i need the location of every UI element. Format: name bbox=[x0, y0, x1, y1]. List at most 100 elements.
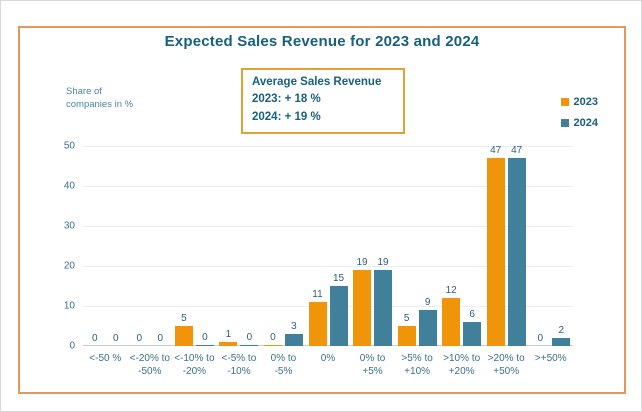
legend-swatch-2024-icon bbox=[560, 119, 569, 127]
bar-2024 bbox=[463, 322, 482, 346]
x-axis-label: >10% to +20% bbox=[443, 353, 481, 377]
legend-swatch-2023-icon bbox=[560, 98, 569, 106]
chart-title: Expected Sales Revenue for 2023 and 2024 bbox=[164, 33, 480, 50]
gridline bbox=[83, 266, 573, 267]
bar-wrap: 3 bbox=[284, 321, 303, 346]
bar-wrap: 47 bbox=[486, 145, 505, 346]
bar-wrap: 5 bbox=[397, 313, 416, 346]
bar-value-label: 12 bbox=[445, 285, 457, 296]
bar-wrap: 0 bbox=[195, 331, 214, 346]
legend-item-2024: 2024 bbox=[560, 117, 598, 129]
annotation-2023-value: 2023: + 18 % bbox=[252, 93, 321, 106]
bar-value-label: 2 bbox=[558, 325, 565, 336]
x-axis-label: >5% to +10% bbox=[401, 353, 433, 377]
bar-2023 bbox=[442, 298, 461, 346]
bar-wrap: 5 bbox=[174, 313, 193, 346]
bar-value-label: 19 bbox=[356, 257, 368, 268]
bar-value-label: 1 bbox=[225, 329, 232, 340]
bar-value-label: 47 bbox=[511, 145, 523, 156]
gridline bbox=[83, 146, 573, 147]
x-axis-label: 0% bbox=[320, 353, 336, 364]
bar-value-label: 6 bbox=[469, 309, 475, 320]
gridline bbox=[83, 306, 573, 307]
x-axis-label: <-50 % bbox=[89, 353, 122, 364]
y-tick-label: 10 bbox=[63, 300, 75, 312]
x-axis-label: <-5% to -10% bbox=[221, 353, 257, 377]
gridline bbox=[83, 186, 573, 187]
bar-2024 bbox=[374, 270, 393, 346]
x-axis-label: <-10% to -20% bbox=[174, 353, 215, 377]
legend: 2023 2024 bbox=[560, 96, 598, 129]
y-axis-caption: Share of companies in % bbox=[66, 86, 134, 111]
bar-value-label: 11 bbox=[312, 289, 323, 300]
bar-value-label: 5 bbox=[403, 313, 410, 324]
bar-value-label: 9 bbox=[424, 297, 431, 308]
bar-group: 12 6 bbox=[439, 146, 484, 346]
annotation-2024-value: 2024: + 19 % bbox=[252, 110, 321, 123]
bar-group: 11 15 bbox=[306, 146, 351, 346]
bar-2024 bbox=[240, 344, 259, 346]
bar-2023 bbox=[397, 326, 416, 346]
bar-2024 bbox=[507, 158, 526, 346]
x-axis-label: >20% to +50% bbox=[487, 353, 525, 377]
plot-area: 0 0 0 0 5 0 1 0 0 3 11 15 19 19 5 9 12 6 47 47 0 2 0 10 20 30 40 5… bbox=[64, 141, 573, 352]
annotation-title: Average Sales Revenue bbox=[252, 76, 382, 88]
bar-wrap: 19 bbox=[353, 257, 372, 346]
bar-wrap: 0 bbox=[263, 331, 282, 346]
bar-2024 bbox=[329, 286, 348, 346]
x-axis-label: 0% to -5% bbox=[270, 353, 297, 377]
bar-value-label: 3 bbox=[291, 321, 297, 332]
bar-group: 19 19 bbox=[350, 146, 395, 346]
bar-wrap: 9 bbox=[418, 297, 437, 346]
bar-value-label: 0 bbox=[537, 333, 544, 344]
y-tick-label: 30 bbox=[63, 220, 75, 232]
average-revenue-annotation-box: Average Sales Revenue 2023: + 18 % 2024:… bbox=[241, 68, 405, 134]
bar-value-label: 0 bbox=[202, 331, 208, 343]
bar-2024 bbox=[552, 338, 571, 346]
bar-wrap: 0 bbox=[86, 333, 104, 346]
bar-value-label: 0 bbox=[270, 331, 276, 343]
legend-label-2023: 2023 bbox=[573, 96, 598, 108]
legend-label-2024: 2024 bbox=[573, 117, 598, 129]
bar-groups: 0 0 0 0 5 0 1 0 0 3 11 15 19 19 5 9 12 6 47 47 0 2 bbox=[83, 145, 573, 346]
bar-2024 bbox=[418, 310, 437, 346]
bar-wrap: 6 bbox=[463, 309, 482, 346]
bar-value-label: 0 bbox=[157, 333, 164, 344]
bar-wrap: 0 bbox=[531, 333, 549, 346]
legend-item-2023: 2023 bbox=[560, 96, 598, 108]
bar-value-label: 0 bbox=[136, 333, 143, 344]
bar-2023 bbox=[219, 342, 238, 346]
y-tick-label: 0 bbox=[69, 340, 75, 352]
gridline bbox=[83, 226, 573, 227]
chart-panel: Expected Sales Revenue for 2023 and 2024… bbox=[18, 26, 626, 394]
bar-wrap: 15 bbox=[329, 273, 348, 346]
bar-value-label: 47 bbox=[490, 145, 502, 156]
bar-value-label: 0 bbox=[246, 331, 253, 343]
bar-wrap: 11 bbox=[308, 289, 327, 346]
x-axis-label: >+50% bbox=[534, 353, 567, 364]
bar-value-label: 19 bbox=[377, 257, 389, 268]
bar-value-label: 15 bbox=[332, 273, 345, 284]
x-axis-label: <-20% to -50% bbox=[129, 353, 170, 377]
y-tick-label: 40 bbox=[63, 180, 75, 192]
bar-2023 bbox=[486, 158, 505, 346]
bar-value-label: 0 bbox=[91, 333, 98, 344]
bar-wrap: 0 bbox=[240, 331, 259, 346]
bar-wrap: 19 bbox=[374, 257, 393, 346]
y-tick-label: 50 bbox=[63, 140, 75, 152]
bar-2024 bbox=[284, 334, 303, 346]
bar-2023 bbox=[174, 326, 193, 346]
bar-wrap: 0 bbox=[151, 333, 169, 346]
bar-wrap: 0 bbox=[130, 333, 148, 346]
bar-value-label: 5 bbox=[181, 313, 187, 324]
bar-2023 bbox=[308, 302, 327, 346]
bar-wrap: 47 bbox=[507, 145, 526, 346]
